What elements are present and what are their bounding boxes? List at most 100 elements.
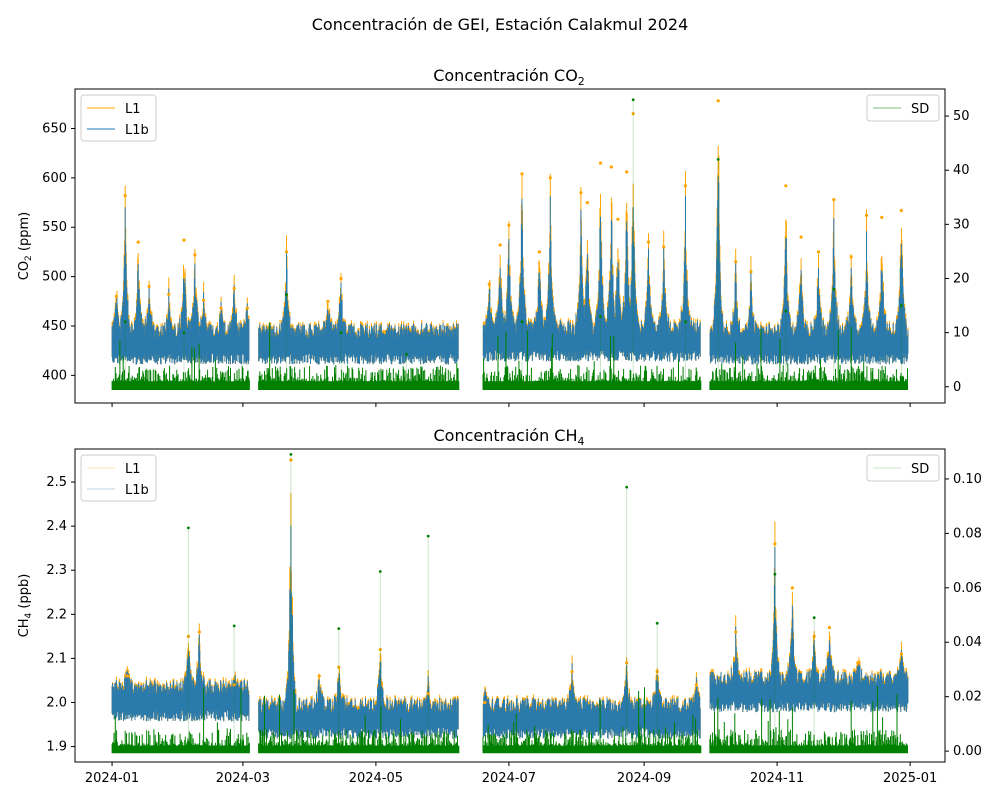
l1-peak-point (507, 223, 511, 227)
sd-peak-point (378, 570, 382, 573)
l1-peak-point (167, 292, 171, 296)
l1-peak-point (816, 250, 821, 254)
l1-peak-point (749, 270, 753, 274)
l1-peak-point (585, 201, 590, 205)
l1-peak-point (232, 683, 236, 687)
y-axis-label: CH4 (ppb) (17, 574, 34, 638)
sd-peak-point (832, 287, 836, 291)
y2-tick-label: 0.10 (953, 472, 982, 487)
l1-peak-point (631, 112, 635, 116)
sd-series (111, 322, 908, 390)
l1-peak-point (899, 208, 904, 213)
figure-suptitle: Concentración de GEI, Estación Calakmul … (312, 15, 689, 34)
l1-peak-point (716, 99, 720, 103)
l1-peak-point (245, 306, 249, 310)
l1-peak-point (337, 665, 341, 669)
axes-frame (74, 448, 946, 763)
sd-peak-point (337, 627, 341, 630)
y-axis-label: CO2 (ppm) (17, 212, 34, 281)
l1-peak-point (864, 213, 869, 217)
l1b-series (111, 525, 909, 739)
sd-peak-point (405, 352, 408, 356)
l1-peak-point (579, 191, 583, 195)
legend-label: L1b (125, 483, 149, 498)
legend-box (866, 94, 940, 122)
l1-peak-point (784, 184, 788, 188)
l1-peak-point (520, 172, 524, 176)
ch4-panel: Concentración CH4 1.9 2.0 2.1 2.2 2.3 2.4 2.5 0… (17, 426, 982, 786)
y-tick-label: 2.2 (46, 607, 67, 622)
l1-peak-point (114, 294, 118, 298)
l1-peak-point (219, 306, 223, 310)
l1-peak-point (537, 250, 542, 254)
ch4-title: Concentración CH4 (434, 426, 585, 448)
l1-peak-point (426, 692, 430, 696)
l1-peak-point (483, 700, 487, 705)
l1-peak-point (498, 243, 502, 247)
l1-peak-point (136, 240, 140, 244)
l1-peak-point (317, 674, 321, 678)
y-tick-label: 2.5 (46, 475, 67, 490)
y2-tick-label: 0 (953, 380, 961, 395)
sd-peak-point (289, 453, 293, 456)
l1-peak-point (734, 630, 738, 634)
l1-peak-point (899, 652, 904, 656)
l1-peak-point (487, 282, 491, 287)
l1-peak-point (202, 298, 206, 302)
y-tick-label: 600 (42, 171, 67, 186)
x-tick-label: 2024-07 (482, 771, 536, 786)
sd-peak-point (339, 331, 343, 334)
y2-tick-label: 0.08 (953, 526, 982, 541)
y2-tick-label: 0.02 (953, 690, 982, 705)
sd-series (111, 686, 908, 754)
y-tick-label: 400 (42, 368, 67, 383)
y2-tick-label: 40 (953, 163, 970, 178)
sd-peak-point (900, 304, 903, 307)
legend-box (866, 454, 940, 482)
y-tick-label: 650 (42, 121, 67, 136)
l1-peak-point (197, 630, 201, 634)
sd-peak-point (123, 320, 127, 324)
l1-peak-point (570, 670, 574, 674)
legend-label: L1 (125, 102, 141, 117)
co2-plot-area: 400 450 500 550 600 650 0 10 20 30 40 50 CO2 (ppm) L1… (17, 88, 970, 407)
sd-peak-point (285, 293, 288, 297)
l1-peak-point (186, 634, 190, 639)
l1-peak-point (378, 648, 382, 652)
sd-peak-point (182, 331, 186, 334)
l1-peak-point (646, 240, 651, 244)
l1-peak-point (880, 215, 884, 219)
sd-peak-point (625, 485, 629, 489)
l1-peak-point (232, 286, 236, 291)
x-tick-label: 2024-09 (617, 771, 671, 786)
co2-title: Concentración CO2 (433, 66, 585, 88)
l1-peak-point (625, 170, 629, 174)
sd-peak-point (716, 158, 720, 161)
l1-peak-point (339, 277, 343, 281)
l1-peak-point (773, 542, 777, 546)
y-tick-label: 450 (42, 319, 67, 334)
y-tick-label: 2.3 (46, 563, 67, 578)
l1-peak-point (123, 194, 127, 198)
l1-peak-point (147, 284, 151, 289)
legend-label: SD (911, 102, 929, 117)
l1-peak-point (609, 165, 614, 169)
l1-peak-point (849, 255, 853, 259)
y-tick-label: 500 (42, 270, 67, 285)
y2-tick-label: 0.04 (953, 635, 982, 650)
l1-peak-point (193, 253, 197, 257)
l1-peak-point (856, 661, 860, 665)
l1-peak-point (827, 625, 832, 630)
y2-tick-label: 50 (953, 109, 970, 124)
l1-peak-point (694, 683, 699, 687)
y-tick-label: 1.9 (46, 740, 67, 755)
series-group (111, 98, 909, 390)
sd-peak-point (520, 320, 524, 324)
legend-box (80, 454, 157, 502)
legend-label: L1b (125, 123, 149, 138)
x-tick-label: 2025-01 (883, 771, 937, 786)
sd-peak-point (784, 309, 788, 313)
y2-tick-label: 30 (953, 217, 970, 232)
y2-tick-label: 10 (953, 326, 970, 341)
